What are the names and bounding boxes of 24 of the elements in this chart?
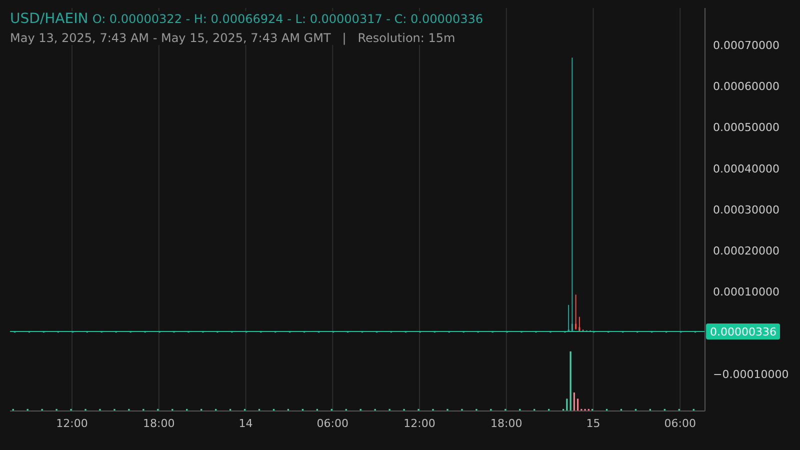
y-tick-label: −0.00010000 — [713, 368, 789, 381]
x-tick-label: 06:00 — [316, 416, 348, 430]
y-tick-label: 0.00040000 — [713, 162, 780, 176]
y-tick-label: 0.00010000 — [713, 286, 780, 299]
candlestick — [568, 304, 570, 332]
x-tick-label: 18:00 — [490, 416, 522, 430]
y-tick-label: 0.00030000 — [713, 203, 780, 216]
y-tick-label: 0.00050000 — [713, 121, 780, 134]
x-tick-label: 18:00 — [143, 416, 175, 430]
candlestick — [578, 316, 580, 332]
x-tick-label: 06:00 — [664, 416, 696, 430]
candlestick — [571, 57, 573, 332]
annotation: O: 0.00000322 - H: 0.00066924 - L: 0.00000317 - C: 0.00000336 — [92, 12, 484, 26]
y-tick-label: 0.00020000 — [713, 244, 780, 258]
y-tick-label: 0.00060000 — [713, 80, 780, 94]
chart-title: USD/HAEIN — [10, 11, 88, 27]
x-tick-label: 14 — [238, 416, 253, 430]
annotation: May 13, 2025, 7:43 AM - May 15, 2025, 7:43 AM GMT | Resolution: 15m — [10, 31, 456, 45]
x-tick-label: 12:00 — [56, 416, 88, 430]
y-tick-label: 0.00070000 — [713, 38, 780, 52]
candlestick — [574, 294, 577, 330]
ref-line-label: 0.00000336 — [710, 325, 776, 338]
x-tick-label: 12:00 — [404, 416, 436, 430]
x-tick-label: 15 — [586, 416, 600, 430]
